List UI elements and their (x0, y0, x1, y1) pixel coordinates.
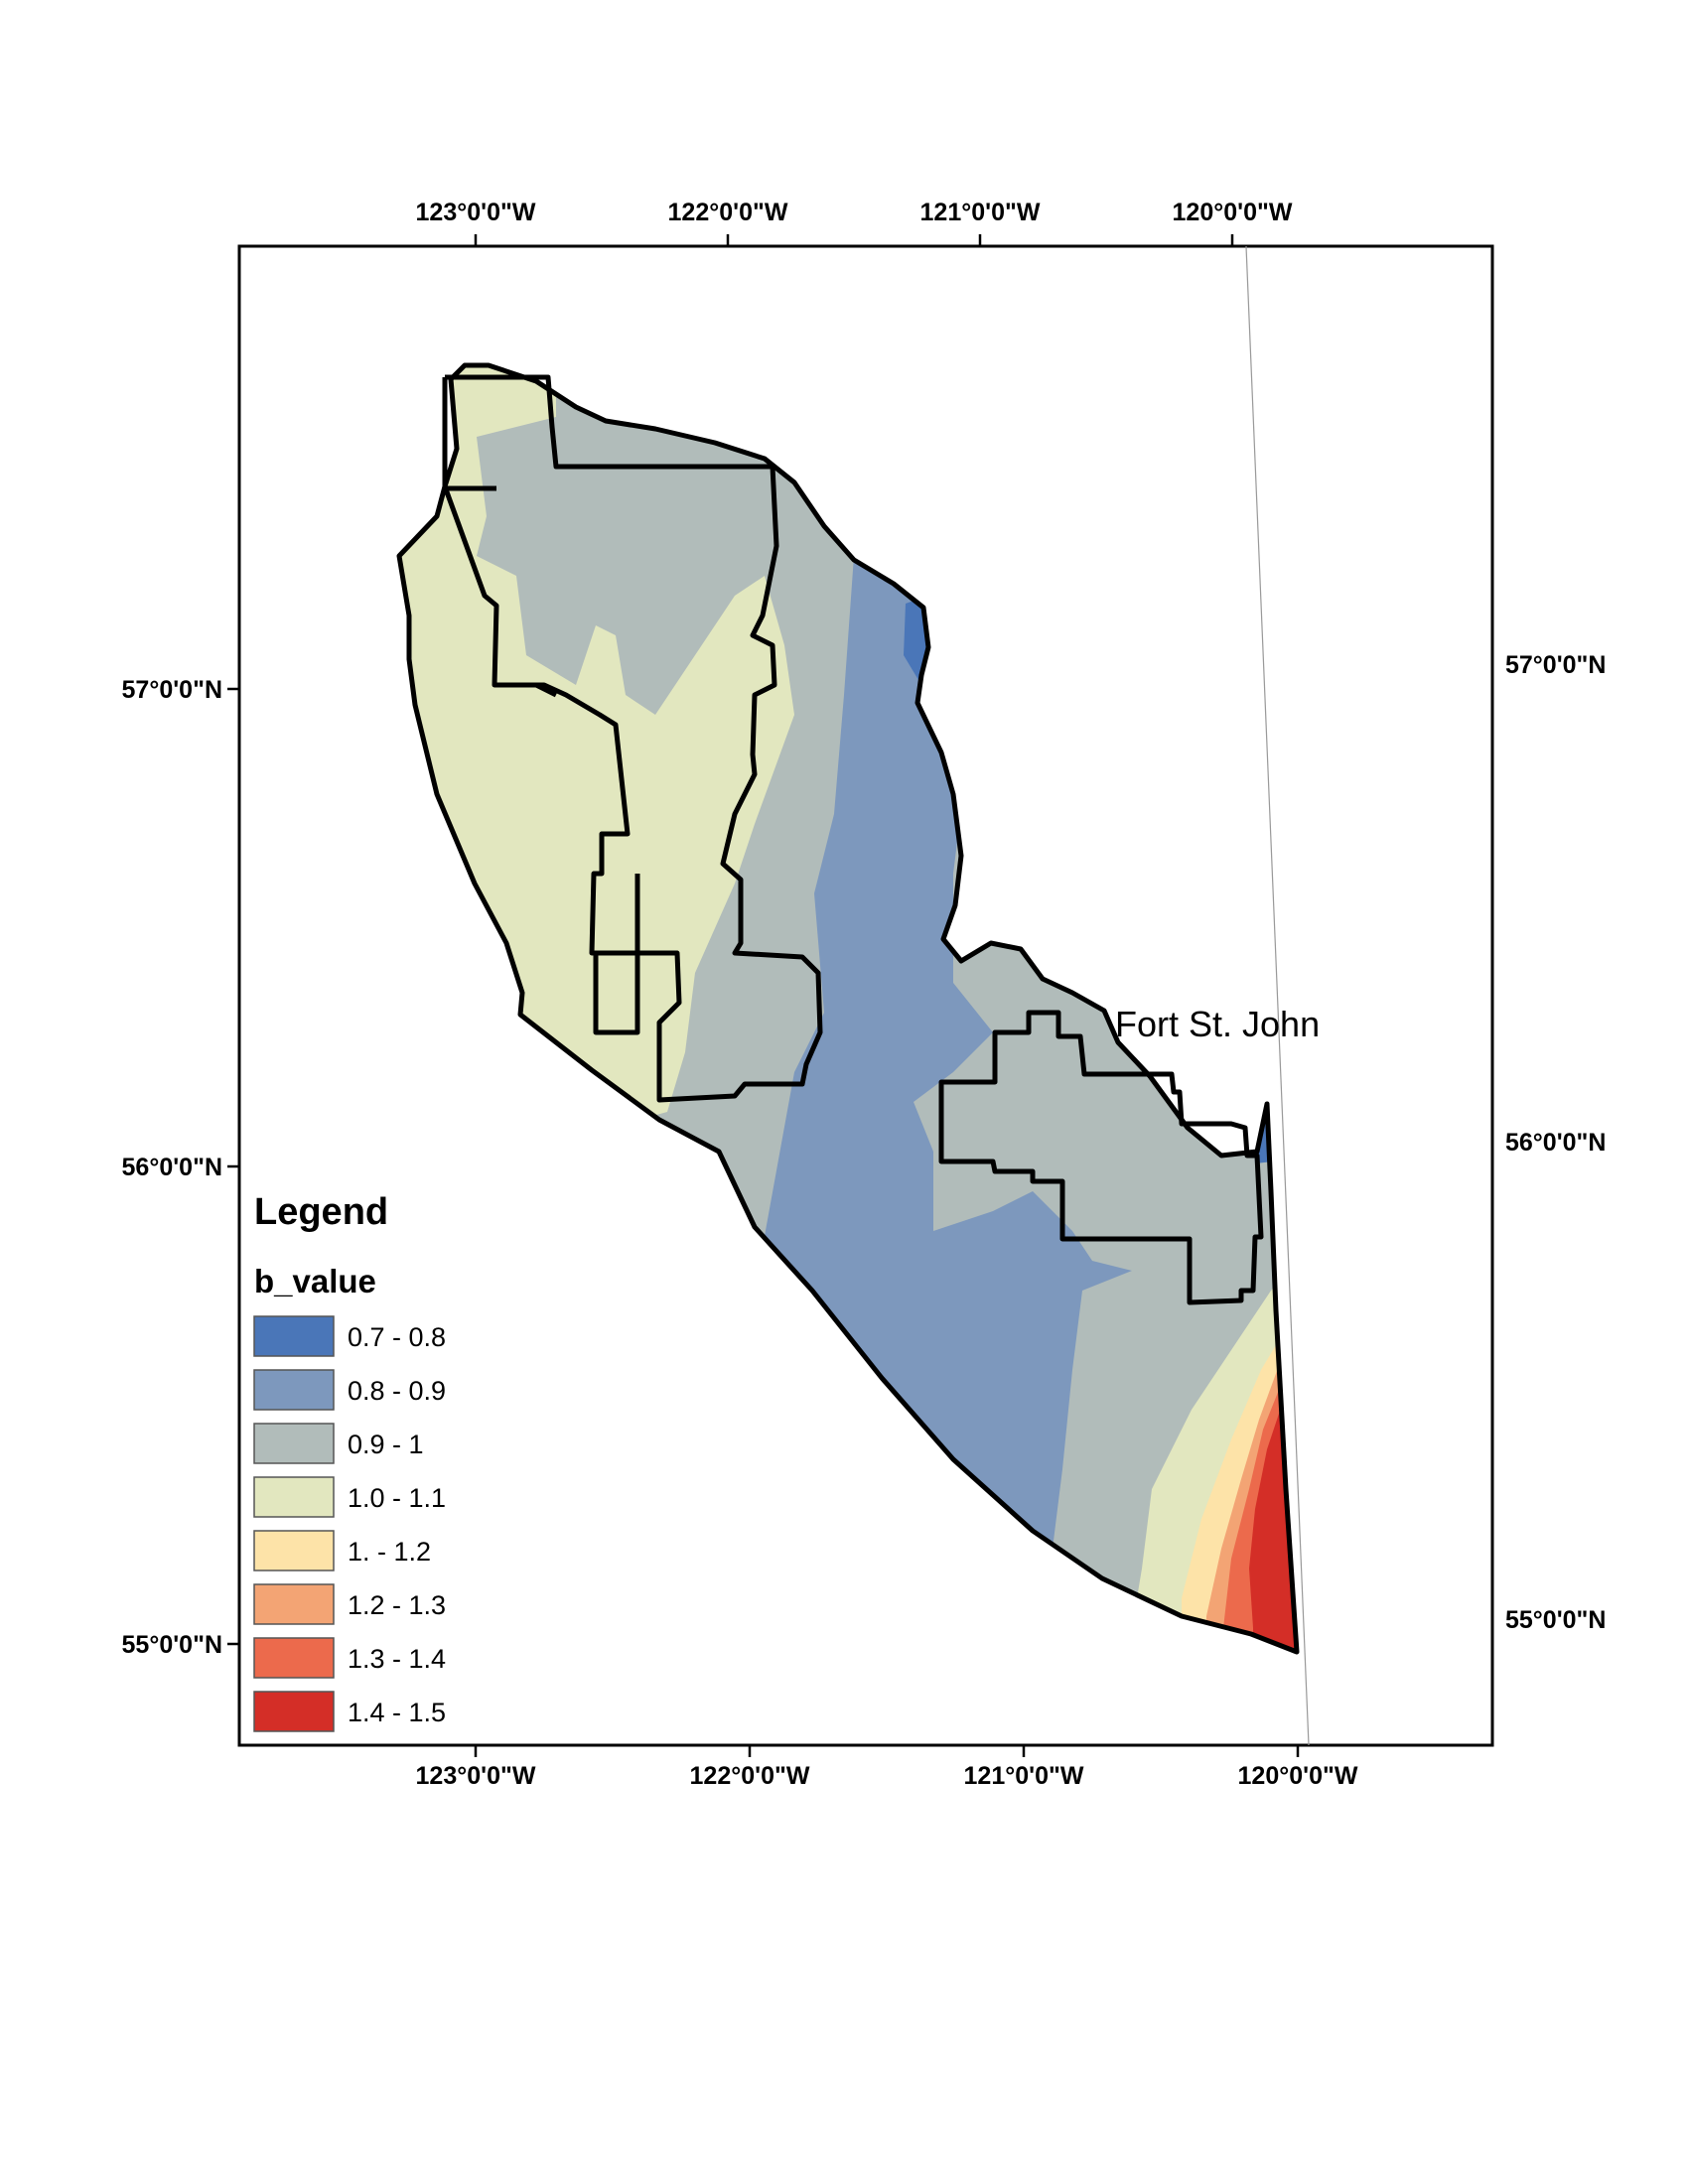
legend-field-name: b_value (254, 1263, 376, 1299)
left-axis-label-1: 57°0'0"N (122, 676, 222, 704)
legend-swatch-7 (253, 1637, 335, 1679)
sub-area-boundaries (442, 374, 1264, 1305)
legend-items: 0.7 - 0.8 0.8 - 0.9 0.9 - 1 1.0 - 1.1 1. - 1… (253, 1315, 446, 1732)
right-axis-label-1: 57°0'0"N (1505, 651, 1606, 679)
legend-label-6: 1.2 - 1.3 (348, 1590, 446, 1620)
left-axis-label-2: 56°0'0"N (122, 1154, 222, 1181)
legend-label-4: 1.0 - 1.1 (348, 1483, 446, 1513)
legend: Legend b_value 0.7 - 0.8 0.8 - 0.9 0.9 - 1… (253, 1191, 446, 1732)
map-frame (237, 244, 1494, 1747)
legend-swatch-5 (253, 1530, 335, 1571)
bottom-axis-label-1: 123°0'0"W (416, 1762, 536, 1790)
legend-swatch-6 (253, 1583, 335, 1625)
bottom-axis-label-3: 121°0'0"W (964, 1762, 1084, 1790)
sub-area-fsj (938, 1010, 1264, 1305)
top-axis-label-3: 121°0'0"W (920, 199, 1041, 226)
top-axis-label-4: 120°0'0"W (1173, 199, 1293, 226)
zone-0-8-0-9-central (755, 556, 1132, 1549)
legend-label-5: 1. - 1.2 (348, 1537, 431, 1567)
legend-swatch-1 (253, 1315, 335, 1357)
legend-label-7: 1.3 - 1.4 (348, 1644, 446, 1674)
bottom-axis-label-4: 120°0'0"W (1238, 1762, 1358, 1790)
legend-swatch-3 (253, 1423, 335, 1464)
top-axis-label-1: 123°0'0"W (416, 199, 536, 226)
legend-label-3: 0.9 - 1 (348, 1430, 424, 1459)
right-axis-label-3: 55°0'0"N (1505, 1606, 1606, 1634)
bottom-axis-label-2: 122°0'0"W (690, 1762, 810, 1790)
legend-swatch-8 (253, 1691, 335, 1732)
legend-swatch-4 (253, 1476, 335, 1518)
legend-label-8: 1.4 - 1.5 (348, 1698, 446, 1727)
study-area-boundary (396, 362, 1300, 1655)
legend-label-2: 0.8 - 0.9 (348, 1376, 446, 1406)
graticule-meridian-120w (1245, 245, 1310, 1746)
left-axis-label-3: 55°0'0"N (122, 1631, 222, 1659)
top-axis-label-2: 122°0'0"W (668, 199, 788, 226)
sub-area-nw-square (442, 377, 496, 491)
legend-title: Legend (254, 1191, 388, 1233)
sub-area-south-west (593, 874, 640, 1035)
legend-label-1: 0.7 - 0.8 (348, 1322, 446, 1352)
right-axis-label-2: 56°0'0"N (1505, 1129, 1606, 1157)
place-label-fort-st-john: Fort St. John (1115, 1004, 1320, 1044)
legend-swatch-2 (253, 1369, 335, 1411)
sub-area-north-box (442, 374, 823, 1103)
sub-area-west-divider (494, 682, 558, 698)
axis-ticks (227, 234, 1300, 1757)
